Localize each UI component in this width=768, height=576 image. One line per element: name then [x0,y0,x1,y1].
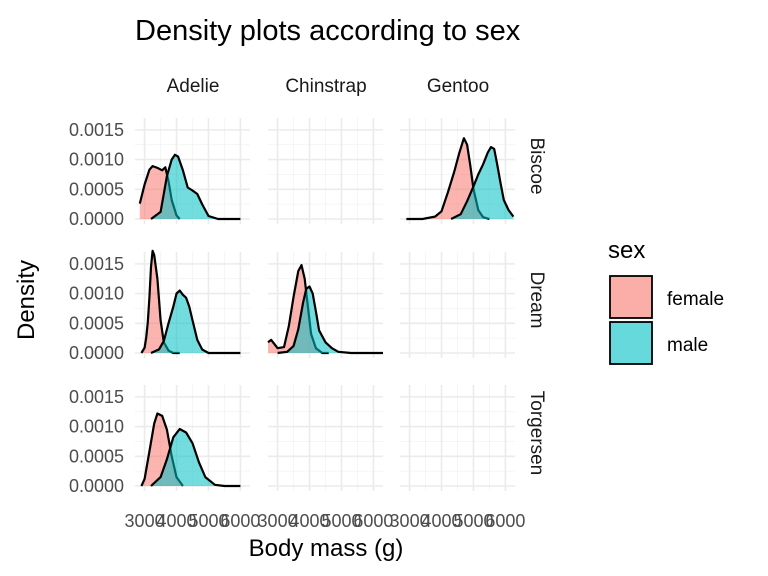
y-tick-label: 0.0010 [69,150,124,170]
y-tick-label: 0.0005 [69,179,124,199]
density-area-biscoe-adelie-male [151,154,241,219]
x-tick-label: 5000 [321,511,361,531]
strip-row-torgersen: Torgersen [526,391,547,476]
density-area-torgersen-adelie-male [151,429,241,486]
y-tick-label: 0.0015 [69,254,124,274]
x-tick-labels: 3000400050006000300040005000600030004000… [125,511,526,531]
y-tick-label: 0.0005 [69,446,124,466]
density-line-dream-chinstrap-male [277,285,383,355]
density-line-biscoe-adelie-male [150,153,241,221]
density-line-biscoe-gentoo-male [450,146,515,220]
x-tick-label: 5000 [188,511,228,531]
panel-biscoe-chinstrap [268,118,383,224]
density-line-dream-adelie-male [150,289,241,355]
x-axis-title: Body mass (g) [249,535,404,562]
y-tick-label: 0.0000 [69,209,124,229]
x-tick-label: 4000 [157,511,197,531]
x-tick-label: 3000 [258,511,298,531]
strip-col-chinstrap: Chinstrap [285,76,366,97]
panel-dream-chinstrap [268,252,383,358]
y-tick-label: 0.0015 [69,120,124,140]
x-tick-label: 6000 [485,511,525,531]
density-area-biscoe-gentoo-male [451,147,514,219]
legend-key-male [609,321,653,365]
strip-row-dream: Dream [526,271,547,328]
strip-row-biscoe: Biscoe [526,137,547,194]
y-tick-label: 0.0015 [69,387,124,407]
y-tick-label: 0.0000 [69,343,124,363]
panel-torgersen-gentoo [400,385,515,491]
x-tick-label: 5000 [453,511,493,531]
density-line-torgersen-adelie-male [150,427,241,488]
y-tick-label: 0.0005 [69,313,124,333]
density-area-dream-adelie-male [151,290,241,353]
legend-label-male: male [667,335,708,356]
y-axis-title: Density [13,260,40,340]
panel-torgersen-chinstrap [268,385,383,491]
y-tick-labels: 0.0000 0.0005 0.0010 0.0015 0.0000 0.0005 0.00… [69,120,124,496]
chart-title: Density plots according to sex [135,15,521,47]
x-tick-label: 6000 [353,511,393,531]
density-areas [138,137,515,488]
density-area-dream-chinstrap-female [268,265,329,353]
y-tick-label: 0.0010 [69,417,124,437]
x-tick-label: 4000 [422,511,462,531]
x-tick-label: 3000 [125,511,165,531]
strip-col-adelie: Adelie [167,76,220,97]
x-tick-label: 4000 [290,511,330,531]
x-tick-label: 3000 [390,511,430,531]
strip-col-gentoo: Gentoo [427,76,489,97]
legend-label-female: female [667,289,724,310]
legend-title: sex [608,237,645,264]
legend-key-female [609,275,653,319]
legend: sex female male [608,237,724,365]
x-tick-label: 6000 [220,511,260,531]
y-tick-label: 0.0000 [69,476,124,496]
panel-dream-gentoo [400,252,515,358]
y-tick-label: 0.0010 [69,284,124,304]
